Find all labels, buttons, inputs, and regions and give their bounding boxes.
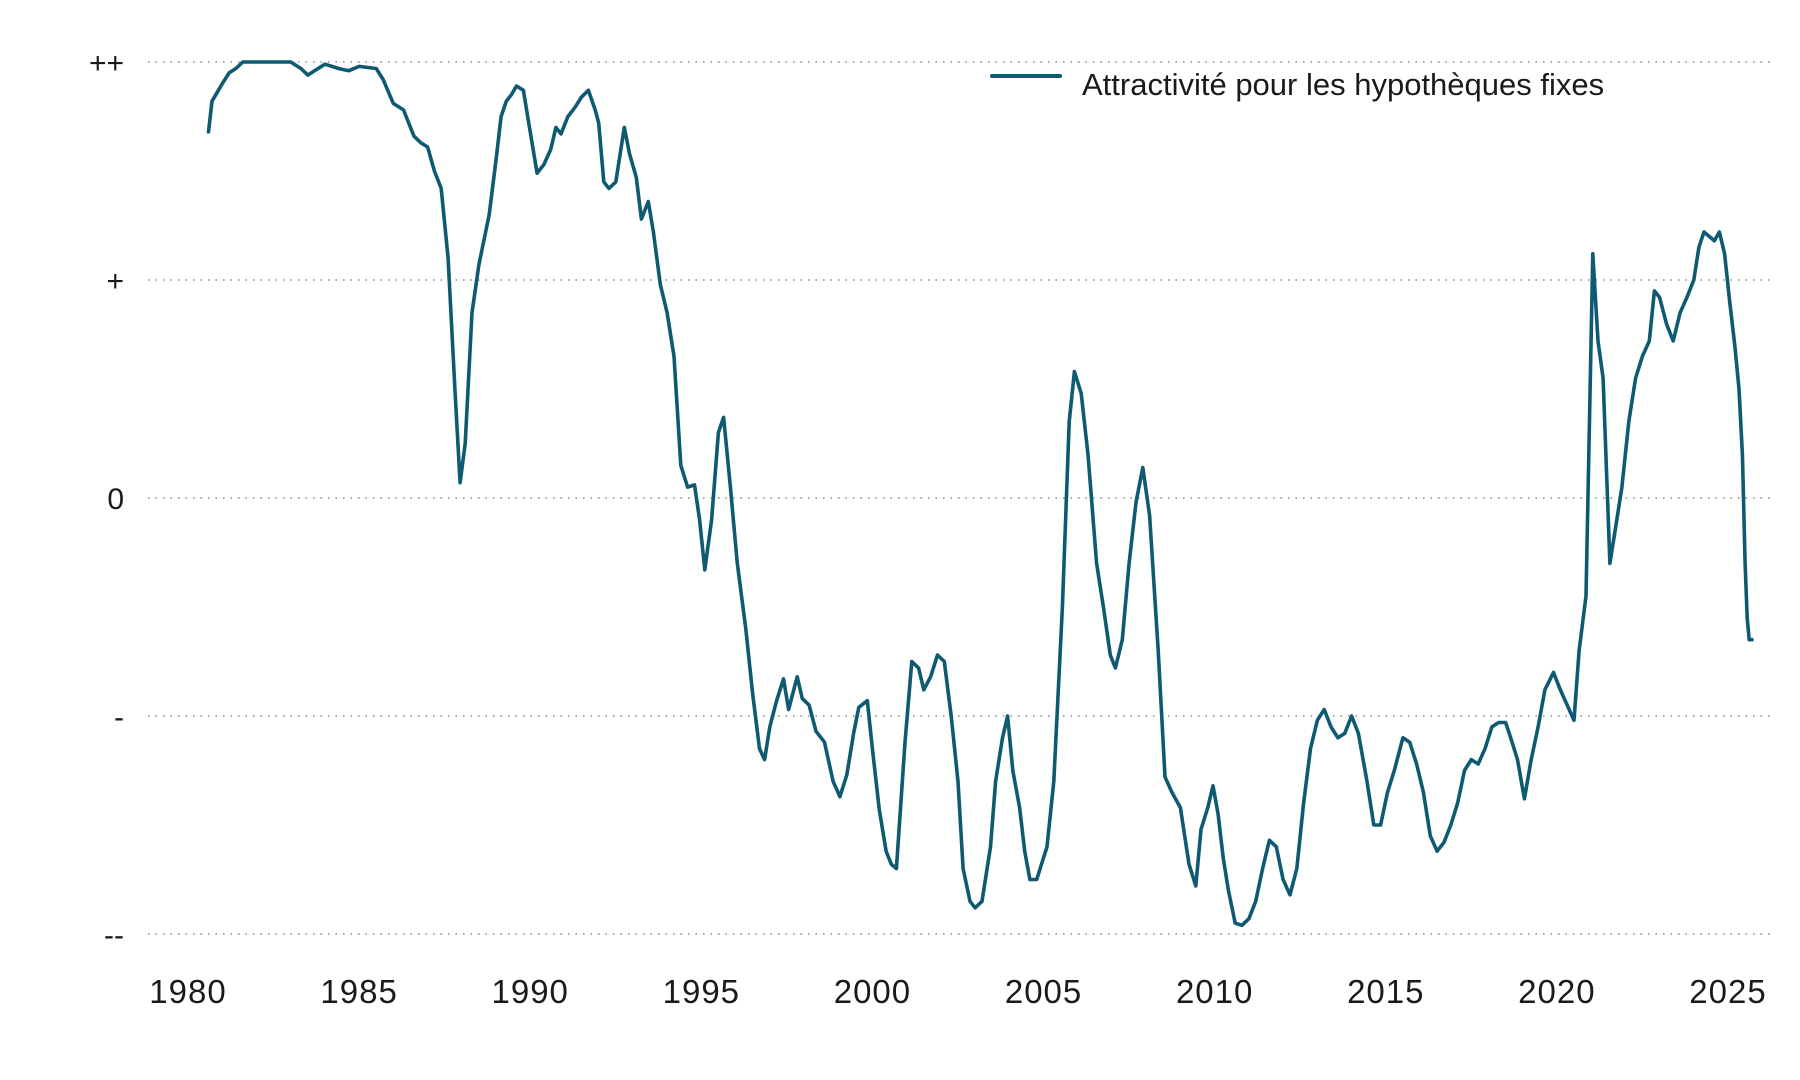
y-tick-label: -	[114, 701, 124, 734]
x-tick-label: 1990	[492, 973, 569, 1010]
legend: Attractivité pour les hypothèques fixes	[990, 67, 1604, 102]
y-tick-label: +	[106, 265, 124, 298]
series-lines	[206, 60, 1754, 928]
y-tick-label: ++	[89, 47, 124, 80]
x-tick-label: 2015	[1347, 973, 1424, 1010]
y-tick-label: --	[104, 919, 124, 952]
legend-label: Attractivité pour les hypothèques fixes	[1082, 67, 1604, 102]
y-tick-label: 0	[107, 483, 124, 516]
x-axis-ticks: 1980 1985 1990 1995 2000 2005 2010 2015 2020 2025	[149, 973, 1766, 1010]
x-tick-label: 2010	[1176, 973, 1253, 1010]
x-tick-label: 2025	[1689, 973, 1766, 1010]
x-tick-label: 2000	[834, 973, 911, 1010]
x-tick-label: 1995	[663, 973, 740, 1010]
x-tick-label: 2020	[1518, 973, 1595, 1010]
series-line	[206, 60, 1754, 928]
y-axis-ticks: +++0---	[89, 47, 124, 952]
gridlines	[148, 61, 1770, 935]
x-tick-label: 1980	[149, 973, 226, 1010]
x-tick-label: 1985	[320, 973, 397, 1010]
x-tick-label: 2005	[1005, 973, 1082, 1010]
